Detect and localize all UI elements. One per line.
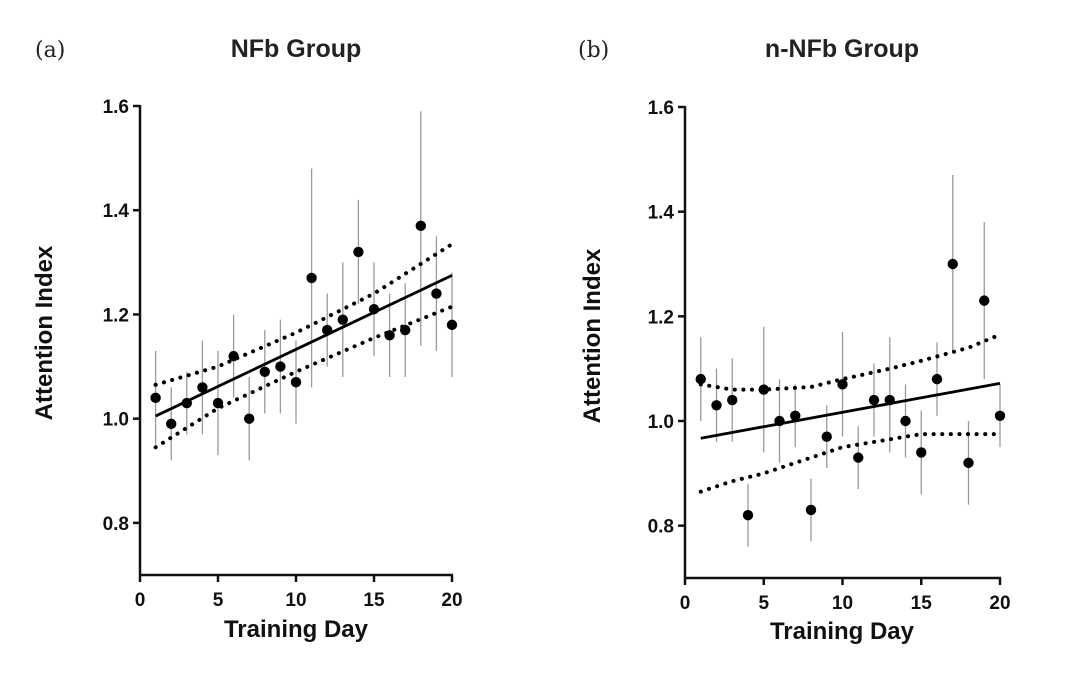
- x-tick-label: 10: [285, 590, 306, 611]
- x-axis-label-n-nfb: Training Day: [770, 618, 915, 645]
- x-tick-label: 5: [213, 590, 224, 611]
- data-point: [290, 376, 302, 388]
- data-point: [979, 295, 990, 306]
- data-point: [821, 431, 832, 442]
- x-tick-label: 0: [135, 590, 146, 611]
- x-tick-label: 20: [441, 590, 462, 611]
- data-point: [166, 418, 177, 430]
- data-point: [384, 330, 395, 341]
- panel-n-nfb-group: (b) n-NFb Group Training Day Attention I…: [578, 35, 1011, 645]
- regression-line: [154, 274, 453, 418]
- data-point: [790, 410, 801, 421]
- data-point: [431, 288, 442, 299]
- panel-nfb-group: (a) NFb Group Training Day Attention Ind…: [31, 35, 463, 643]
- y-axis-label-n-nfb: Attention Index: [579, 248, 606, 423]
- data-point: [900, 415, 911, 427]
- data-point: [884, 394, 895, 406]
- data-point: [306, 272, 317, 284]
- confidence-band-lower: [698, 432, 1002, 494]
- data-point: [853, 452, 864, 463]
- panel-letter-a: (a): [35, 38, 65, 63]
- data-point: [181, 397, 192, 409]
- data-point: [727, 394, 738, 406]
- x-tick-label: 15: [363, 590, 385, 611]
- data-point: [868, 394, 880, 406]
- regression-line: [700, 381, 1001, 440]
- y-axis-label-nfb: Attention Index: [31, 245, 58, 420]
- data-point: [259, 366, 270, 377]
- data-point: [742, 510, 754, 521]
- x-tick-label: 5: [758, 593, 769, 614]
- data-point: [711, 400, 722, 411]
- data-point: [275, 361, 286, 372]
- plot-area-nfb: 0.8 1.0 1.2 1.4 1.6 0 5 10 15 20: [103, 97, 463, 611]
- data-point: [947, 258, 958, 270]
- data-point: [994, 410, 1006, 421]
- y-tick-label: 1.6: [648, 98, 674, 119]
- y-tick-label: 1.4: [103, 201, 130, 222]
- y-tick-label: 1.2: [648, 307, 674, 328]
- chart-title-nfb: NFb Group: [231, 35, 362, 63]
- data-point: [446, 319, 458, 331]
- data-point: [212, 397, 224, 409]
- y-tick-label: 0.8: [648, 517, 674, 538]
- data-point: [916, 447, 927, 458]
- data-point: [400, 324, 411, 336]
- data-point: [931, 373, 943, 385]
- y-tick-label: 1.4: [648, 203, 675, 224]
- data-point: [695, 373, 706, 385]
- x-tick-label: 20: [989, 593, 1010, 614]
- data-point: [337, 314, 348, 325]
- y-tick-label: 1.6: [103, 97, 129, 118]
- data-point: [758, 384, 769, 395]
- y-tick-label: 1.0: [103, 410, 129, 431]
- y-tick-label: 1.0: [648, 412, 674, 433]
- x-tick-label: 0: [680, 593, 691, 614]
- y-tick-label: 0.8: [103, 514, 129, 535]
- data-point: [837, 379, 848, 390]
- data-point: [963, 457, 974, 469]
- confidence-band-upper: [153, 242, 454, 387]
- chart-title-n-nfb: n-NFb Group: [765, 35, 919, 63]
- x-tick-label: 15: [911, 593, 933, 614]
- data-point: [415, 220, 426, 232]
- data-point: [244, 413, 255, 424]
- data-point: [805, 504, 817, 516]
- data-point: [197, 382, 208, 393]
- panel-letter-b: (b): [578, 38, 609, 63]
- plot-area-n-nfb: 0.8 1.0 1.2 1.4 1.6 0 5 10 15 20: [648, 98, 1011, 614]
- data-point: [150, 392, 161, 404]
- x-tick-label: 10: [832, 593, 853, 614]
- y-tick-label: 1.2: [103, 305, 129, 326]
- data-point: [368, 304, 380, 315]
- data-point: [322, 324, 333, 336]
- data-point: [228, 350, 239, 362]
- data-point: [353, 246, 364, 258]
- confidence-band-upper: [698, 332, 1002, 392]
- x-axis-label-nfb: Training Day: [224, 616, 369, 643]
- data-point: [774, 415, 785, 427]
